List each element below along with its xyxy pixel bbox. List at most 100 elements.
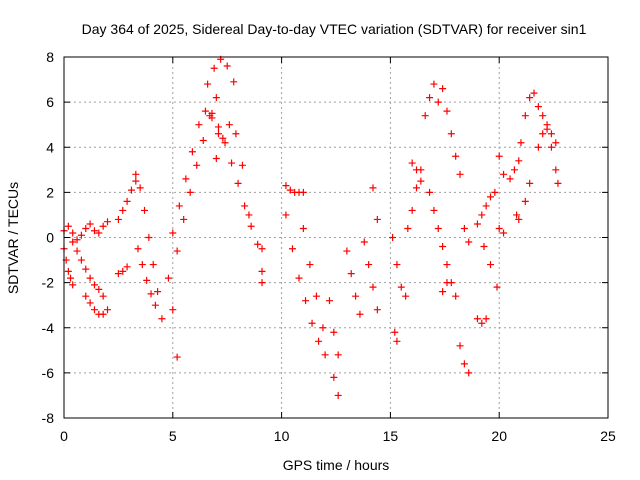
data-point xyxy=(86,299,94,307)
data-point xyxy=(82,265,90,273)
data-point xyxy=(254,240,262,248)
data-point xyxy=(343,247,351,255)
data-point xyxy=(73,247,81,255)
data-point xyxy=(486,261,494,269)
series-s6 xyxy=(114,263,131,278)
data-point xyxy=(214,130,222,138)
data-point xyxy=(478,319,486,327)
series-s40 xyxy=(506,157,523,183)
data-point xyxy=(225,121,233,129)
series-s29 xyxy=(421,80,442,120)
series-s19 xyxy=(299,224,327,332)
data-point xyxy=(119,267,127,275)
data-point xyxy=(530,89,538,97)
y-tick-label: 4 xyxy=(46,139,54,155)
data-point xyxy=(369,283,377,291)
data-point xyxy=(534,103,542,111)
series-s12 xyxy=(173,94,220,255)
data-point xyxy=(534,143,542,151)
data-point xyxy=(521,197,529,205)
series-s14 xyxy=(208,109,262,248)
data-point xyxy=(82,292,90,300)
y-tick-label: 0 xyxy=(46,230,54,246)
grid-lines xyxy=(64,57,608,418)
data-point xyxy=(164,274,172,282)
data-point xyxy=(82,224,90,232)
data-point xyxy=(426,188,434,196)
series-s20 xyxy=(325,297,342,359)
series-s33 xyxy=(456,342,473,377)
data-point xyxy=(188,148,196,156)
data-point xyxy=(86,220,94,228)
data-point xyxy=(67,274,75,282)
data-point xyxy=(439,288,447,296)
chart-title: Day 364 of 2025, Sidereal Day-to-day VTE… xyxy=(82,21,587,37)
series-s35 xyxy=(473,315,490,327)
data-point xyxy=(90,281,98,289)
data-point xyxy=(199,136,207,144)
data-point xyxy=(234,179,242,187)
x-tick-label: 0 xyxy=(60,428,68,444)
data-point xyxy=(515,157,523,165)
data-point xyxy=(288,245,296,253)
series-s16 xyxy=(258,245,266,287)
data-point xyxy=(258,245,266,253)
data-point xyxy=(64,267,72,275)
data-point xyxy=(500,170,508,178)
data-point xyxy=(201,107,209,115)
data-point xyxy=(299,224,307,232)
series-s27 xyxy=(404,166,425,232)
data-points xyxy=(60,55,562,399)
data-point xyxy=(456,170,464,178)
data-point xyxy=(95,229,103,237)
series-s13 xyxy=(204,55,238,88)
series-s11 xyxy=(169,107,222,237)
data-point xyxy=(443,279,451,287)
data-point xyxy=(404,224,412,232)
data-point xyxy=(221,139,229,147)
data-point xyxy=(282,211,290,219)
data-point xyxy=(173,247,181,255)
data-point xyxy=(439,243,447,251)
data-point xyxy=(223,62,231,70)
data-point xyxy=(286,186,294,194)
series-s25 xyxy=(389,234,410,300)
data-point xyxy=(147,290,155,298)
y-tick-label: -6 xyxy=(42,365,55,381)
data-point xyxy=(145,234,153,241)
data-point xyxy=(402,292,410,300)
data-point xyxy=(393,337,401,345)
data-point xyxy=(460,224,468,232)
data-point xyxy=(482,202,490,210)
data-point xyxy=(426,94,434,102)
data-point xyxy=(210,64,218,72)
data-point xyxy=(241,202,249,210)
data-point xyxy=(158,315,166,323)
data-point xyxy=(114,270,122,278)
data-point xyxy=(90,227,98,235)
data-point xyxy=(99,222,107,230)
data-point xyxy=(452,152,460,160)
data-point xyxy=(175,202,183,210)
data-point xyxy=(408,206,416,214)
data-point xyxy=(295,274,303,282)
data-point xyxy=(456,342,464,350)
data-point xyxy=(521,112,529,120)
data-point xyxy=(302,297,310,305)
data-point xyxy=(69,229,77,237)
data-point xyxy=(114,215,122,223)
data-point xyxy=(373,306,381,314)
data-point xyxy=(552,139,560,147)
data-point xyxy=(151,301,159,309)
data-point xyxy=(417,177,425,185)
data-point xyxy=(258,267,266,275)
series-s31 xyxy=(439,85,464,178)
x-tick-label: 25 xyxy=(600,428,616,444)
data-point xyxy=(334,391,342,399)
data-point xyxy=(443,107,451,115)
series-s10 xyxy=(173,353,181,361)
data-point xyxy=(180,215,188,223)
data-point xyxy=(526,179,534,187)
data-point xyxy=(515,215,523,223)
data-point xyxy=(169,229,177,237)
